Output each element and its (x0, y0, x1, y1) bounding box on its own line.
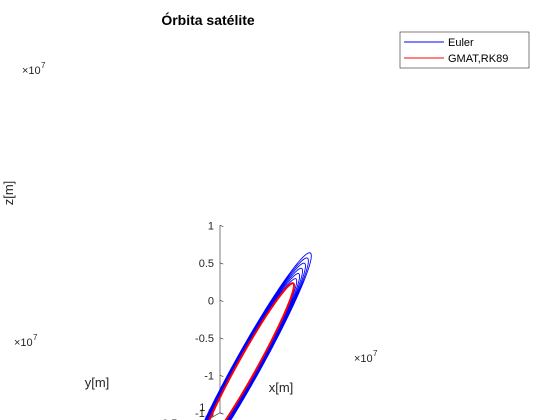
z-tick-label: 1 (208, 220, 214, 232)
y-exponent: ×10 7 (14, 333, 38, 349)
z-tick-label: -1 (204, 370, 214, 382)
z-tick-mark (219, 375, 224, 377)
legend-label-gmat: GMAT,RK89 (448, 53, 508, 65)
z-tick-label: 0 (208, 295, 214, 307)
z-tick-mark (219, 337, 224, 340)
z-ticks: -1.5-1-0.500.51 (195, 220, 224, 420)
z-tick-label: -0.5 (195, 333, 214, 345)
z-tick-mark (219, 262, 224, 265)
z-tick-label: 0.5 (199, 258, 214, 270)
z-tick-mark (219, 225, 224, 227)
legend-label-euler: Euler (448, 37, 474, 49)
x-exponent-base: ×10 (354, 353, 373, 365)
y-exponent-power: 7 (33, 333, 38, 342)
z-exponent-base: ×10 (22, 65, 41, 77)
z-exponent-power: 7 (41, 61, 46, 70)
z-axis-label: z[m] (1, 181, 16, 206)
y-axis-label: y[m] (85, 375, 110, 390)
legend: Euler GMAT,RK89 (399, 31, 530, 69)
z-tick-mark (219, 412, 224, 415)
x-exponent: ×10 7 (354, 349, 378, 365)
y-exponent-base: ×10 (14, 337, 33, 349)
z-exponent: ×10 7 (22, 61, 46, 77)
legend-box (399, 31, 530, 69)
y-tick-label: 0.5 (162, 418, 177, 420)
chart-title: Órbita satélite (161, 11, 255, 28)
z-tick-mark (219, 300, 224, 302)
x-axis-label: x[m] (269, 380, 294, 395)
axes-box (206, 225, 221, 420)
series-layer (204, 252, 312, 420)
series-gmat-rk89 (208, 282, 295, 420)
x-exponent-power: 7 (373, 349, 378, 358)
y-tick-label: 1 (199, 402, 205, 414)
